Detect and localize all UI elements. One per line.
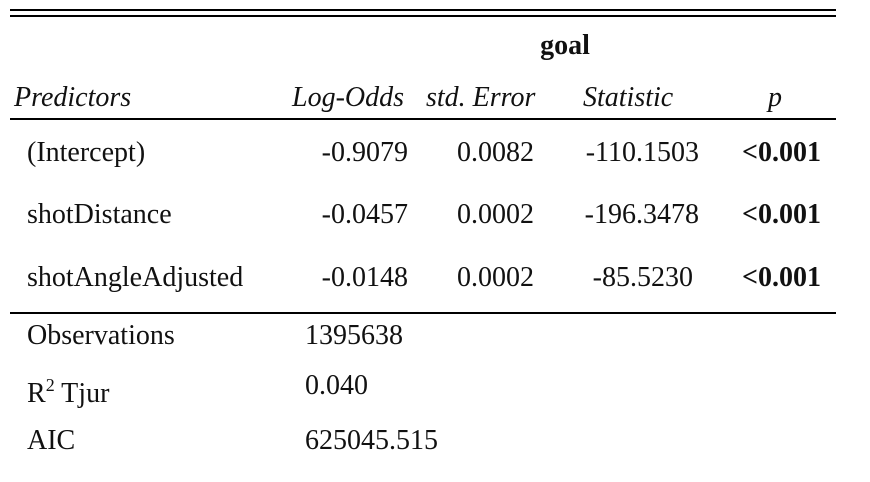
observations-label: Observations xyxy=(27,320,175,351)
observations-value: 1395638 xyxy=(305,320,403,351)
header-statistic: Statistic xyxy=(583,82,674,113)
dependent-variable-header: goal xyxy=(540,30,590,61)
row-1-estimate: -0.0457 xyxy=(321,199,408,230)
r2-label-superscript: 2 xyxy=(45,375,55,395)
row-2-std-error: 0.0002 xyxy=(457,262,534,293)
aic-label: AIC xyxy=(27,425,76,456)
row-2-p: <0.001 xyxy=(742,262,821,293)
r2-label: R2 Tjur xyxy=(27,375,110,410)
row-1-predictor: shotDistance xyxy=(27,199,172,230)
top-rule-2 xyxy=(10,15,836,17)
row-1-std-error: 0.0002 xyxy=(457,199,534,230)
aic-value: 625045.515 xyxy=(305,425,438,456)
header-p: p xyxy=(768,82,782,113)
header-std-error: std. Error xyxy=(426,82,536,113)
header-predictors: Predictors xyxy=(14,82,132,113)
header-log-odds: Log-Odds xyxy=(292,82,405,113)
row-1-statistic: -196.3478 xyxy=(584,199,699,230)
top-rule-1 xyxy=(10,9,836,11)
row-0-std-error: 0.0082 xyxy=(457,137,534,168)
row-2-statistic: -85.5230 xyxy=(592,262,693,293)
r2-label-rest: Tjur xyxy=(54,378,110,409)
row-2-estimate: -0.0148 xyxy=(321,262,408,293)
r2-value: 0.040 xyxy=(305,370,368,401)
body-rule xyxy=(10,312,836,314)
row-1-p: <0.001 xyxy=(742,199,821,230)
row-0-predictor: (Intercept) xyxy=(27,137,146,168)
row-2-predictor: shotAngleAdjusted xyxy=(27,262,244,293)
row-0-statistic: -110.1503 xyxy=(585,137,699,168)
row-0-estimate: -0.9079 xyxy=(321,137,408,168)
r2-label-main: R xyxy=(27,378,46,409)
header-rule xyxy=(10,118,836,120)
row-0-p: <0.001 xyxy=(742,137,821,168)
